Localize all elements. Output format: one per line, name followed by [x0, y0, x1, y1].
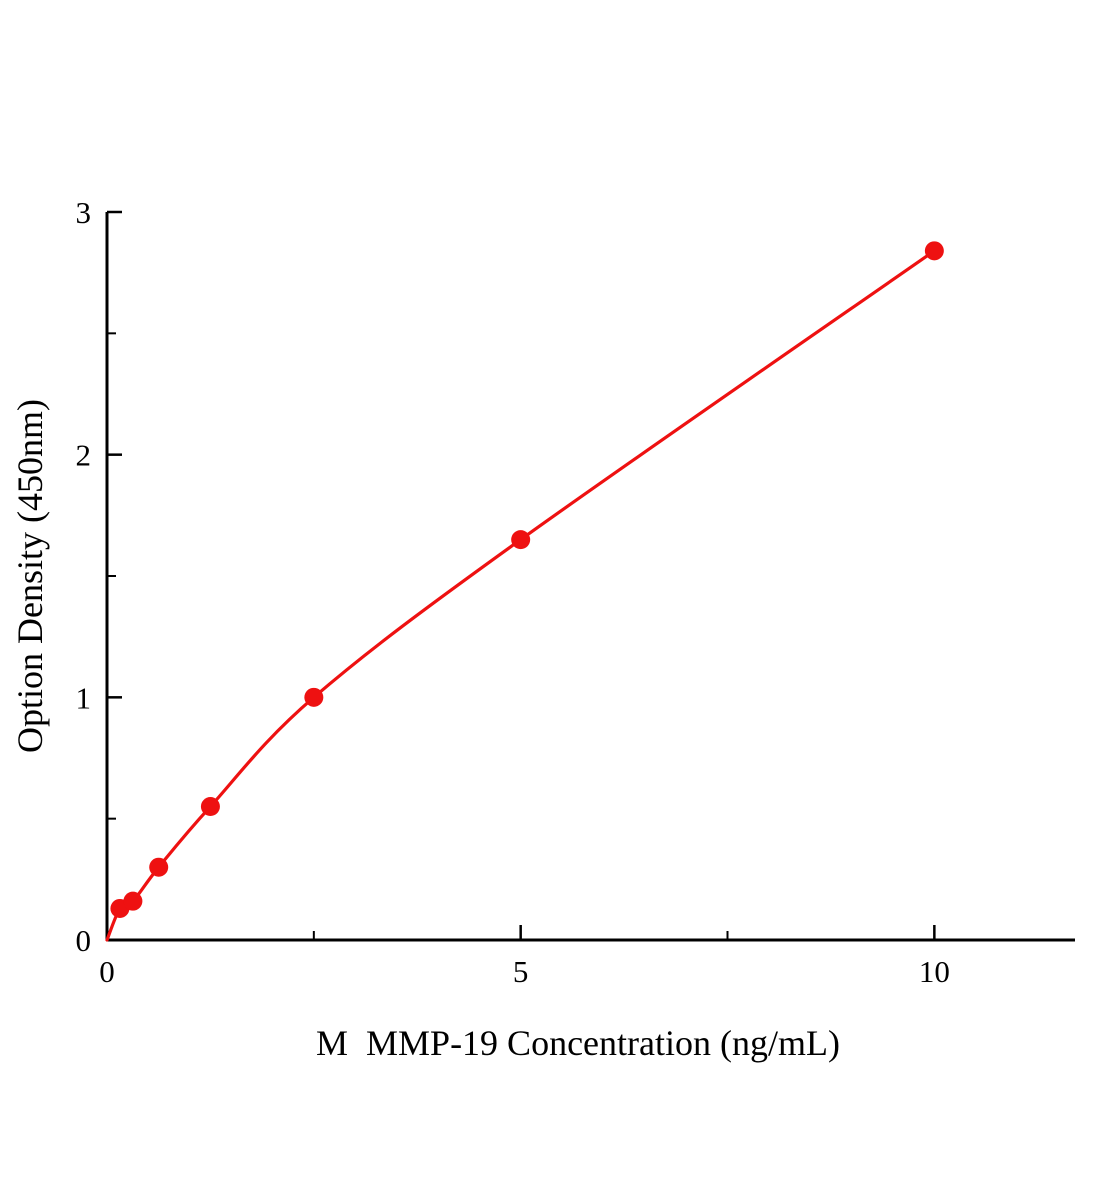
standard-curve-line [105, 249, 936, 942]
x-tick-label: 5 [513, 954, 529, 989]
x-tick-label: 10 [919, 954, 950, 989]
data-point-marker [149, 857, 169, 877]
data-point-marker [123, 891, 143, 911]
y-tick-label: 3 [76, 195, 92, 230]
data-point-marker [511, 530, 531, 550]
plot-area: 0 5 10 0 1 2 3 [76, 195, 1075, 989]
x-axis-label: M MMP-19 Concentration (ng/mL) [316, 1023, 840, 1063]
x-tick-label: 0 [99, 954, 115, 989]
data-point-marker [924, 241, 944, 261]
y-tick-label: 2 [76, 438, 92, 473]
y-tick-label: 0 [76, 923, 92, 958]
data-point-marker [304, 687, 324, 707]
y-axis-label: Option Density (450nm) [10, 399, 50, 753]
data-point-marker [200, 797, 220, 817]
y-tick-label: 1 [76, 680, 92, 715]
